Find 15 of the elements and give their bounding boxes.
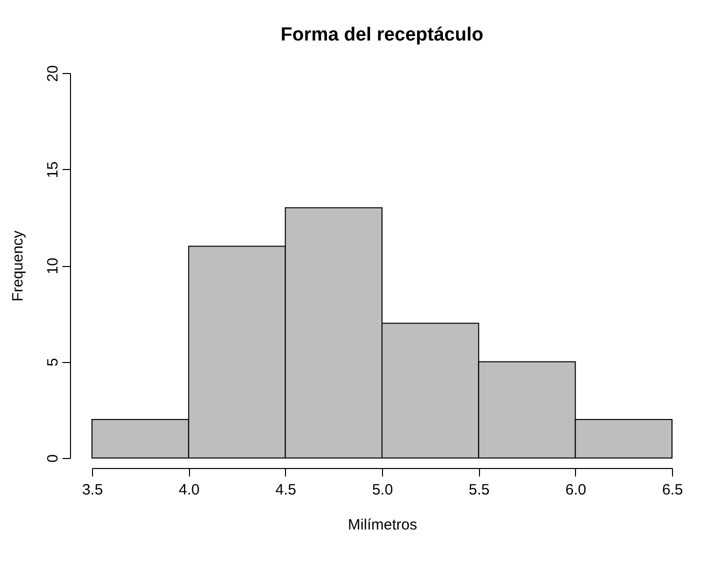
x-tick-label: 3.5 bbox=[82, 482, 103, 498]
x-tick-label: 4.0 bbox=[178, 482, 200, 498]
x-tick-label: 4.5 bbox=[275, 482, 296, 498]
y-axis-title: Frequency bbox=[10, 230, 26, 302]
y-tick-label: 15 bbox=[44, 161, 62, 178]
y-tick-label: 20 bbox=[44, 65, 62, 82]
x-axis-title: Milímetros bbox=[348, 516, 418, 534]
chart-title: Forma del receptáculo bbox=[280, 24, 484, 46]
y-tick-label: 10 bbox=[44, 258, 62, 274]
x-tick-label: 6.5 bbox=[662, 482, 683, 498]
x-tick-label: 5.0 bbox=[372, 482, 393, 498]
y-tick-label: 5 bbox=[44, 358, 62, 366]
x-tick-label: 5.5 bbox=[468, 482, 490, 498]
y-tick-label: 0 bbox=[44, 454, 62, 463]
x-tick-label: 6.0 bbox=[565, 482, 586, 498]
